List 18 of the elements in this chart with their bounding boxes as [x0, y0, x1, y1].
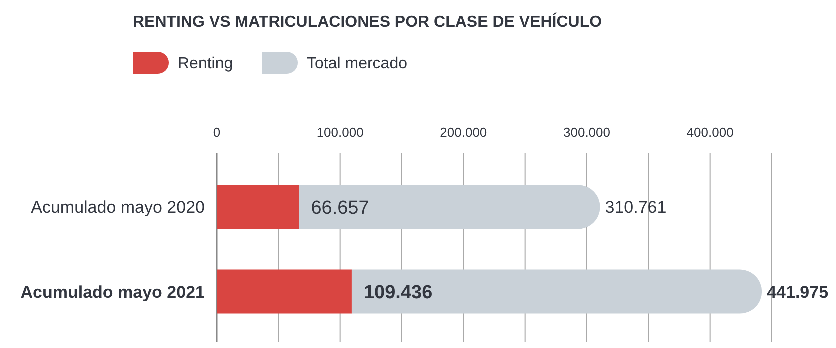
x-tick-label: 0	[213, 125, 221, 140]
bar	[217, 270, 352, 314]
legend-label: Renting	[178, 56, 234, 73]
y-tick-label: Acumulado mayo 2020	[31, 198, 205, 218]
total-label: 441.975	[767, 282, 829, 302]
x-tick-label: 400.000	[686, 125, 734, 140]
bar	[217, 185, 300, 230]
data-label: 66.657	[311, 198, 370, 219]
chart-title: RENTING VS MATRICULACIONES POR CLASE DE VEHÍCULO	[133, 12, 602, 31]
total-label: 310.761	[605, 198, 667, 218]
bar	[352, 270, 762, 314]
bar	[299, 185, 600, 230]
legend-label: Total mercado	[307, 56, 408, 73]
data-label: 109.436	[364, 282, 433, 304]
x-tick-label: 200.000	[440, 125, 488, 140]
x-tick-label: 300.000	[564, 125, 610, 140]
y-tick-label: Acumulado mayo 2021	[20, 282, 205, 302]
x-tick-label: 100.000	[316, 125, 364, 140]
